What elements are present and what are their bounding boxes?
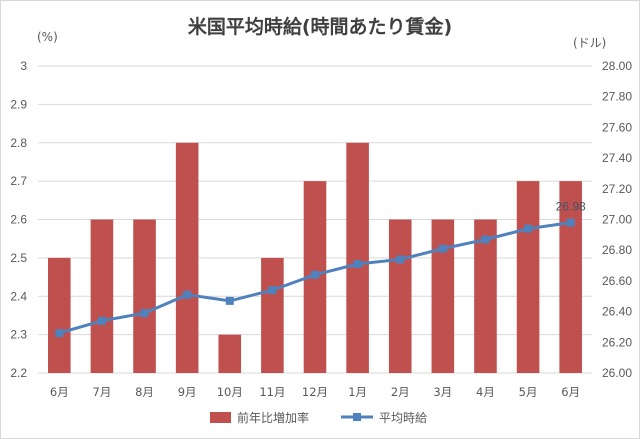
left-axis-ticks: 2.2 2.3 2.4 2.5 2.6 2.7 2.8 2.9 3	[10, 59, 27, 380]
bar	[516, 181, 540, 373]
category-label: 6月	[561, 385, 580, 399]
left-axis-unit: (%)	[37, 30, 58, 44]
bar	[218, 334, 242, 373]
left-tick-label: 2.8	[10, 136, 27, 150]
chart-title: 米国平均時給(時間あたり賃金)	[188, 15, 452, 38]
category-label: 2月	[391, 385, 410, 399]
bar	[261, 257, 284, 373]
line-point	[524, 224, 533, 233]
bar	[48, 257, 71, 373]
right-tick-label: 27.80	[602, 90, 632, 104]
category-label: 10月	[217, 385, 243, 399]
right-tick-label: 26.40	[602, 305, 632, 319]
left-tick-label: 3	[20, 59, 27, 73]
category-label: 7月	[93, 385, 112, 399]
right-tick-label: 27.00	[602, 213, 632, 227]
category-label: 3月	[433, 385, 452, 399]
line-point	[97, 316, 106, 325]
left-tick-label: 2.6	[10, 213, 27, 227]
line-point	[481, 235, 490, 244]
left-tick-label: 2.5	[10, 251, 27, 265]
category-label: 5月	[519, 385, 538, 399]
line-point	[311, 270, 319, 279]
category-label: 9月	[178, 385, 197, 399]
line-point	[438, 244, 447, 253]
legend-swatch-marker	[353, 413, 361, 421]
right-tick-label: 27.40	[602, 151, 632, 165]
bar	[175, 142, 199, 373]
legend-label: 平均時給	[379, 411, 427, 425]
bar	[559, 181, 582, 373]
left-tick-label: 2.7	[10, 174, 27, 188]
data-label: 26.98	[556, 200, 586, 214]
legend: 前年比増加率 平均時給	[210, 410, 427, 425]
bar	[346, 142, 369, 373]
line-point	[140, 309, 149, 318]
right-tick-label: 26.00	[602, 366, 632, 380]
bar-series	[48, 142, 582, 373]
category-label: 8月	[135, 385, 154, 399]
bar	[90, 219, 114, 373]
line-point	[55, 329, 64, 338]
right-tick-label: 27.60	[602, 120, 632, 134]
left-tick-label: 2.4	[10, 289, 27, 303]
bar	[133, 219, 156, 373]
line-point	[183, 290, 192, 299]
bar	[474, 219, 497, 373]
line-point	[268, 286, 277, 295]
line-series: 26.98	[55, 200, 586, 338]
category-label: 4月	[476, 385, 495, 399]
legend-swatch-bar	[210, 412, 231, 423]
legend-label: 前年比増加率	[237, 410, 309, 425]
left-tick-label: 2.3	[10, 328, 27, 342]
right-axis-unit: (ドル)	[573, 36, 606, 50]
right-tick-label: 26.80	[602, 243, 632, 257]
right-tick-label: 26.20	[602, 335, 632, 349]
category-axis-labels: 6月 7月 8月 9月 10月 11月 12月 1月 2月 3月 4月 5月 6月	[50, 385, 580, 399]
right-tick-label: 28.00	[602, 59, 632, 73]
category-label: 6月	[50, 385, 69, 399]
left-tick-label: 2.9	[10, 97, 27, 111]
line-point	[396, 255, 405, 264]
line-point	[225, 296, 234, 305]
bar	[388, 219, 412, 373]
bar	[431, 219, 455, 373]
category-label: 12月	[302, 385, 328, 399]
right-tick-label: 27.20	[602, 182, 632, 196]
right-tick-label: 26.60	[602, 274, 632, 288]
line-point	[353, 260, 362, 269]
category-label: 11月	[259, 385, 285, 399]
right-axis-ticks: 26.00 26.20 26.40 26.60 26.80 27.00 27.20 27.40…	[602, 59, 632, 380]
category-label: 1月	[348, 385, 367, 399]
line-point	[566, 218, 575, 227]
left-tick-label: 2.2	[10, 366, 27, 380]
